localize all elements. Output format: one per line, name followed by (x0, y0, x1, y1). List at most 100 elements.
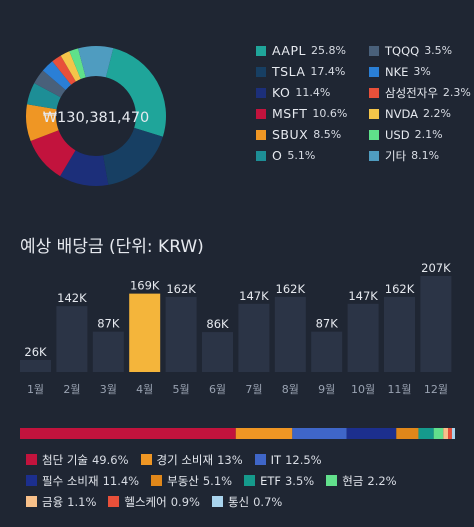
legend-swatch (256, 108, 266, 119)
sector-legend: 첨단 기술 49.6% 경기 소비재 13% IT 12.5% 필수 소비재 11.4% 부동산… (26, 449, 466, 512)
holding-name: MSFT (272, 106, 308, 121)
sector-legend-item: IT 12.5% (254, 452, 322, 467)
bar-value-label: 142K (57, 291, 87, 305)
legend-swatch (256, 87, 266, 98)
bar-value-label: 147K (239, 289, 269, 303)
sector-legend-item: 첨단 기술 49.6% (26, 452, 129, 468)
sector-percent: 3.5% (284, 473, 315, 488)
donut-slice-4 (25, 104, 59, 142)
bar-value-label: 87K (316, 317, 339, 331)
donut-slice-0 (105, 48, 166, 137)
sector-percent: 11.4% (102, 473, 140, 488)
holding-legend-item: AAPL 25.8% (256, 43, 369, 58)
sector-name: 헬스케어 (124, 494, 167, 509)
bar-6월[interactable] (202, 332, 233, 372)
bar-8월[interactable] (274, 296, 306, 372)
bar-2월[interactable] (56, 306, 88, 372)
legend-swatch (369, 129, 379, 140)
month-label: 11월 (387, 383, 411, 396)
bar-3월[interactable] (92, 331, 124, 372)
bar-10월[interactable] (347, 303, 379, 372)
holding-name: SBUX (272, 127, 309, 142)
holding-percent: 11.4% (295, 86, 331, 99)
sector-segment-1 (235, 428, 293, 439)
bar-12월[interactable] (420, 276, 452, 372)
sector-name: 필수 소비재 (42, 473, 99, 488)
bar-value-label: 169K (130, 279, 160, 293)
legend-swatch (108, 496, 120, 507)
month-label: 3월 (100, 383, 117, 396)
sector-name: 첨단 기술 (42, 452, 88, 467)
legend-swatch (369, 87, 379, 98)
bar-1월[interactable] (20, 359, 51, 372)
bar-9월[interactable] (311, 331, 343, 372)
holding-percent: 10.6% (312, 107, 348, 120)
holding-legend-item: SBUX 8.5% (256, 127, 369, 142)
donut-slice-5 (26, 83, 61, 110)
donut-slice-3 (30, 130, 76, 177)
legend-swatch (369, 150, 379, 161)
holding-percent: 8.1% (411, 149, 440, 162)
dividend-chart-title: 예상 배당금 (단위: KRW) (20, 237, 204, 257)
donut-slice-1 (103, 127, 163, 185)
legend-swatch (26, 496, 37, 507)
month-label: 10월 (351, 383, 375, 396)
legend-swatch (256, 66, 266, 77)
month-label: 2월 (63, 383, 80, 396)
legend-swatch (256, 45, 266, 56)
sector-percent: 12.5% (285, 452, 322, 467)
holding-percent: 2.1% (414, 128, 443, 141)
holding-legend-item: 삼성전자우 2.3% (369, 85, 471, 101)
legend-swatch (369, 108, 379, 119)
bar-5월[interactable] (165, 296, 197, 372)
holding-name: 기타 (385, 148, 407, 163)
bar-7월[interactable] (238, 303, 270, 372)
holding-percent: 25.8% (310, 44, 346, 57)
month-label: 4월 (136, 383, 153, 396)
holding-percent: 3.5% (424, 44, 453, 57)
holding-percent: 2.2% (423, 107, 451, 120)
donut-slice-7 (42, 61, 72, 90)
sector-segment-5 (418, 428, 434, 439)
donut-slice-10 (69, 48, 86, 80)
bar-value-label: 26K (24, 345, 47, 359)
holding-legend-item: NKE 3% (369, 65, 466, 79)
sector-percent: 13% (217, 452, 243, 467)
legend-swatch (26, 454, 37, 465)
month-label: 1월 (27, 383, 44, 396)
legend-swatch (254, 454, 266, 465)
sector-legend-item: 부동산 5.1% (151, 473, 232, 489)
sector-name: 부동산 (167, 473, 199, 488)
sector-segment-7 (443, 428, 449, 439)
holding-percent: 17.4% (310, 65, 346, 78)
holding-percent: 3% (413, 65, 431, 78)
month-label: 6월 (209, 383, 226, 396)
sector-percent: 0.7% (253, 494, 283, 509)
sector-name: 현금 (342, 473, 364, 488)
sector-segment-0 (20, 428, 236, 439)
bar-value-label: 162K (166, 282, 196, 296)
sector-percent: 5.1% (202, 473, 233, 488)
month-label: 9월 (318, 383, 335, 396)
month-label: 5월 (173, 383, 190, 396)
sector-segment-3 (346, 428, 397, 439)
sector-name: ETF (260, 473, 281, 488)
holding-name: NVDA (385, 106, 418, 121)
holding-legend-item: O 5.1% (256, 148, 369, 163)
legend-swatch (211, 496, 223, 507)
holding-name: O (272, 148, 283, 163)
sector-segment-4 (396, 428, 419, 439)
holding-legend-item: TQQQ 3.5% (369, 44, 466, 58)
legend-swatch (244, 475, 256, 486)
holding-name: TQQQ (385, 43, 420, 58)
sector-legend-item: ETF 3.5% (244, 474, 314, 488)
month-label: 12월 (424, 383, 448, 396)
holding-legend-item: NVDA 2.2% (369, 107, 466, 121)
sector-name: IT (270, 452, 282, 467)
legend-swatch (140, 454, 152, 465)
bar-4월[interactable] (129, 293, 161, 372)
sector-percent: 0.9% (170, 494, 200, 509)
holding-name: NKE (385, 64, 409, 79)
bar-11월[interactable] (384, 296, 415, 372)
holding-legend-item: 기타 8.1% (369, 148, 466, 164)
